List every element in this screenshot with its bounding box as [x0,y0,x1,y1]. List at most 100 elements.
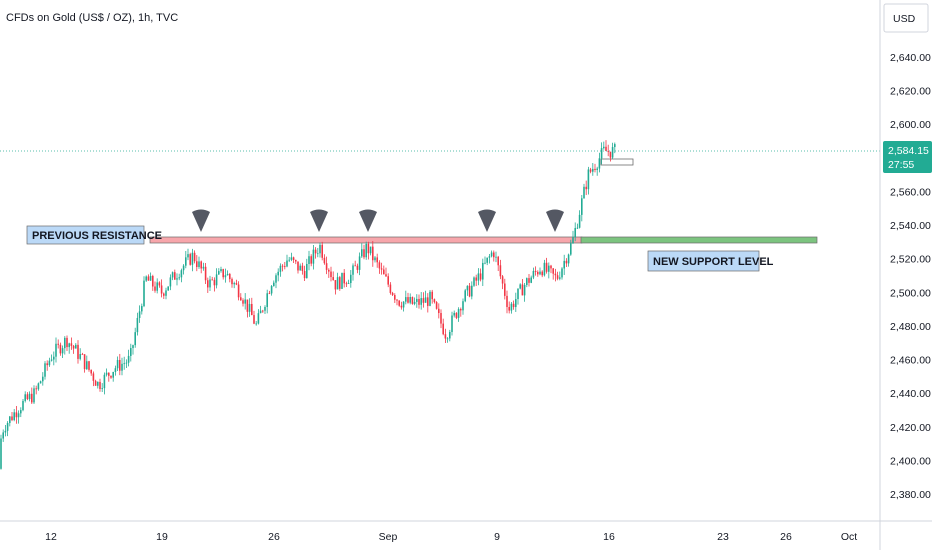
candle-body [308,256,310,264]
candle-body [136,317,139,333]
candle-body [477,273,480,281]
candle-body [66,337,68,348]
candle-body [218,271,220,275]
candle-body [114,368,117,372]
candle-body [526,278,528,285]
candle-body [548,265,550,272]
candle-body [281,265,284,267]
x-tick-label: 19 [156,531,168,543]
candle-body [6,423,9,431]
candle-body [288,259,290,261]
rejection-arrow-icon [546,209,564,232]
candle-body [207,280,209,288]
candle-body [105,372,108,375]
candle-body [497,256,499,266]
candle-body [44,363,46,377]
candle-body [244,299,246,304]
candle-body [490,252,493,257]
candle-body [174,272,176,280]
candle-body [385,274,387,277]
candle-body [554,273,557,276]
candle-body [79,354,81,359]
candle-body [592,168,594,172]
x-tick-label: 26 [780,531,792,543]
candle-body [92,373,95,381]
candle-body [24,394,26,401]
candle-body [275,275,277,283]
candle-body [42,376,44,382]
candle-body [248,303,251,312]
candle-body [438,308,440,314]
candle-body [435,302,438,309]
candle-body [191,252,194,265]
x-tick-label: Oct [841,531,857,543]
candle-body [246,299,249,312]
current-price-box[interactable] [600,158,634,166]
y-tick-label: 2,380.00 [890,489,931,501]
candle-body [347,283,350,284]
candle-body [567,254,570,264]
candle-body [539,271,541,275]
y-tick-label: 2,500.00 [890,287,931,299]
candle-body [81,354,84,355]
candle-body [365,243,367,258]
candle-body [400,305,403,308]
candle-body [523,284,526,296]
candle-body [55,343,57,357]
candle-body [77,344,79,359]
candle-body [422,298,425,303]
y-tick-label: 2,420.00 [890,422,931,434]
candle-body [339,277,341,289]
support-zone[interactable] [580,236,818,244]
candle-body [143,280,145,307]
candle-body [402,301,405,308]
candle-body [31,393,33,403]
candle-body [224,275,227,278]
candle-body [374,257,376,261]
candle-body [611,147,614,158]
candle-body [50,359,53,361]
candle-body [372,246,374,261]
candle-body [468,285,471,297]
candle-body [409,296,411,303]
candle-body [141,306,143,312]
new-support-label[interactable]: NEW SUPPORT LEVEL [647,250,774,272]
candle-body [270,286,273,294]
candle-body [484,262,486,264]
candle-body [28,393,31,400]
previous-resistance-label[interactable]: PREVIOUS RESISTANCE [26,225,162,245]
candle-body [572,237,574,244]
candle-body [499,265,502,277]
candle-body [299,265,301,271]
rejection-arrow-icon [359,209,377,232]
candle-body [594,168,596,170]
candle-body [427,297,429,306]
candle-body [33,388,35,403]
candle-body [556,275,559,279]
candle-body [532,270,535,278]
candle-body [343,272,345,284]
candle-body [341,272,343,289]
candle-body [72,345,75,349]
currency-button[interactable] [883,3,929,33]
candle-body [380,268,383,270]
candle-body [255,323,257,325]
rejection-arrow-icon [192,209,210,232]
last-price-tag[interactable]: 2,584.15 27:55 [883,141,932,173]
candle-body [387,276,389,285]
candle-body [61,348,64,354]
candle-body [158,282,161,286]
candle-body [334,280,337,290]
candle-body [350,274,352,284]
candle-body [235,283,238,285]
candle-body [440,313,442,324]
candle-body [196,261,198,267]
y-tick-label: 2,460.00 [890,355,931,367]
candle-body [449,331,451,339]
y-tick-label: 2,440.00 [890,388,931,400]
candle-body [147,276,150,281]
candle-body [132,345,134,349]
candle-body [112,371,114,378]
candle-body [17,413,20,418]
